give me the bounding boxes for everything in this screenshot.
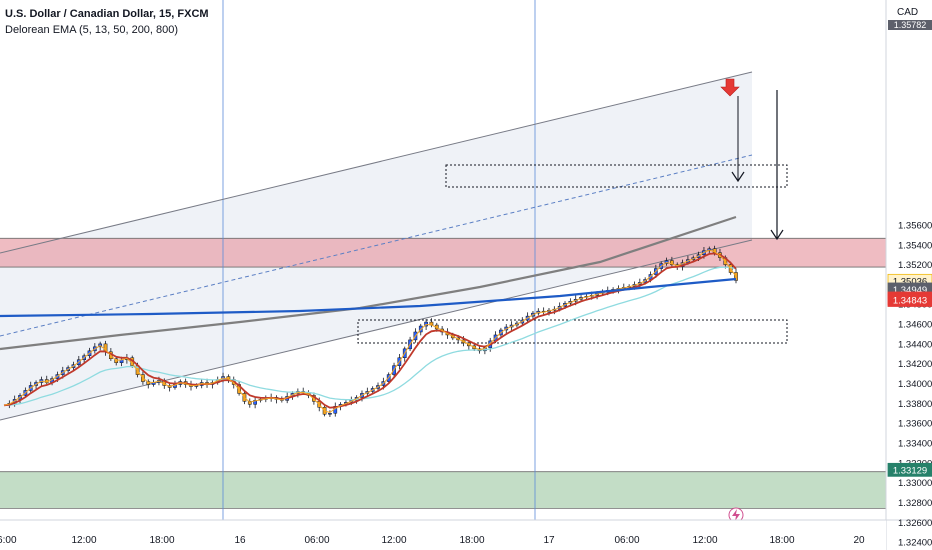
y-tick-label: 1.34200 [898,359,932,370]
lightning-icon-bolt [732,509,740,521]
y-tick-label: 1.33600 [898,419,932,430]
candle-body [253,400,257,405]
candle-body [146,381,151,385]
x-tick-label: 18:00 [149,535,174,546]
y-tick-label: 1.35400 [898,240,932,251]
price-label-value: 1.34843 [893,295,927,306]
y-tick-label: 1.33400 [898,438,932,449]
candle-body [328,412,332,415]
candle [247,398,252,408]
y-tick-label: 1.34600 [898,320,932,331]
sell-signal-icon [720,78,740,97]
y-tick-label: 1.33000 [898,478,932,489]
currency-label: CAD [897,7,918,18]
candle-body [247,401,252,405]
top-partial-label: 1.35782 [894,20,927,30]
price-label-value: 1.35036 [893,276,927,287]
top-partial-label-bg [888,20,932,30]
y-tick-label: 1.32800 [898,498,932,509]
x-tick-label: 20 [853,535,865,546]
candle [536,308,541,316]
x-tick-label: 18:00 [769,535,794,546]
x-tick-label: 06:00 [304,535,329,546]
x-tick-label: 06:00 [0,535,17,546]
x-tick-label: 12:00 [692,535,717,546]
channel-upper-line [0,71,753,254]
y-tick-label: 1.35600 [898,220,932,231]
channel-mid-line [0,154,753,337]
projection-arrowhead-short [731,171,745,183]
resistance-zone [0,238,886,268]
y-tick-label: 1.33800 [898,399,932,410]
channel-lower-line [0,239,753,421]
indicator-label: Delorean EMA (5, 13, 50, 200, 800) [5,24,179,36]
price-label-bg [887,293,932,307]
price-label-value: 1.34949 [893,285,927,296]
ema800-line [0,277,737,318]
candle [541,307,546,315]
price-label-value: 1.33129 [893,465,927,476]
symbol-title: U.S. Dollar / Canadian Dollar, 15, FXCM [5,8,209,20]
x-tick-label: 12:00 [71,535,96,546]
x-tick-label: 16 [234,535,246,546]
price-label: 1.33129 [887,462,932,477]
y-tick-label: 1.32600 [898,518,932,529]
price-label-bg [887,462,932,477]
support-zone [0,471,886,509]
candle [146,379,151,389]
candle [253,396,257,409]
x-tick-label: 18:00 [459,535,484,546]
price-label: 1.34843 [887,293,932,307]
ema50-line [3,266,737,406]
projection-arrowhead-long [770,229,784,241]
candle [328,410,332,418]
y-tick-label: 1.35200 [898,260,932,271]
x-tick-label: 06:00 [614,535,639,546]
target-box-upper [445,164,788,188]
x-tick-label: 17 [543,535,555,546]
x-tick-label: 12:00 [381,535,406,546]
y-tick-label: 1.32400 [898,538,932,549]
y-tick-label: 1.34000 [898,379,932,390]
target-box-lower [357,319,788,344]
chart-legend: U.S. Dollar / Canadian Dollar, 15, FXCM … [5,6,209,38]
candle-body [173,384,177,388]
y-tick-label: 1.34400 [898,339,932,350]
candle [670,256,674,268]
time-axis-bg [0,520,886,550]
ema13-line [3,252,737,409]
candle-body [670,260,674,265]
